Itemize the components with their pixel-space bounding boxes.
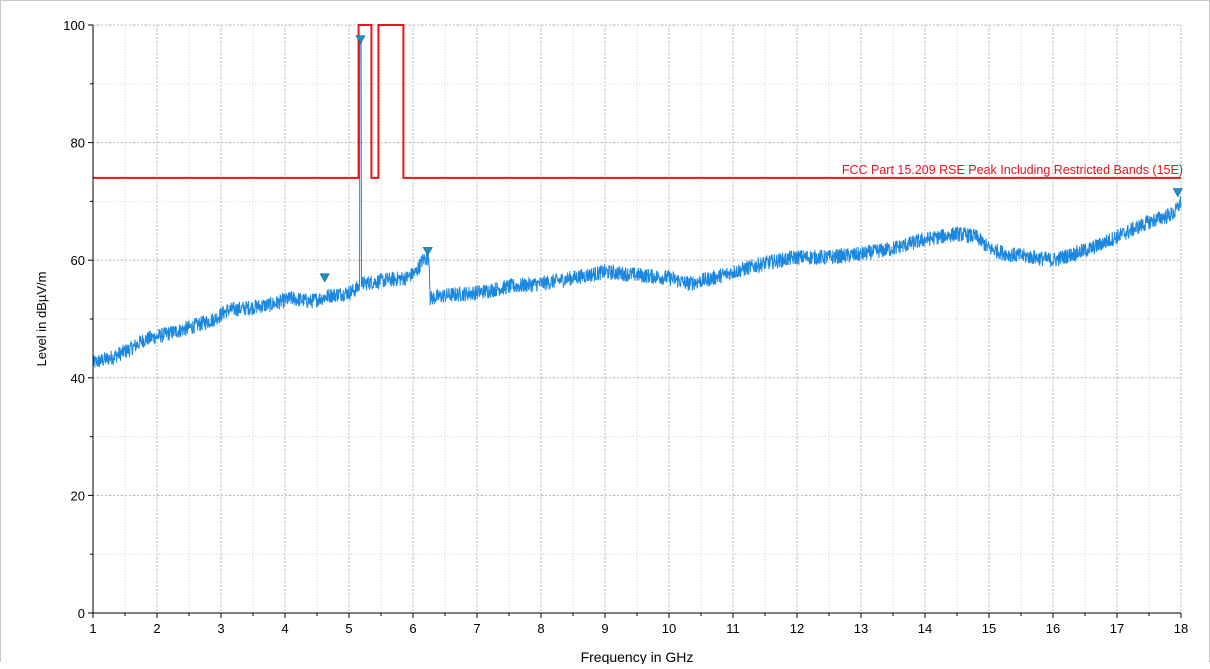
y-axis-label: Level in dBµV/m xyxy=(34,272,49,367)
y-tick-label: 20 xyxy=(71,488,85,503)
x-tick-label: 14 xyxy=(918,621,932,636)
limit-line-path xyxy=(93,24,1181,179)
x-tick-label: 16 xyxy=(1046,621,1060,636)
peak-markers xyxy=(319,35,1183,283)
x-tick-label: 13 xyxy=(854,621,868,636)
y-tick-label: 80 xyxy=(71,136,85,151)
x-tick-label: 2 xyxy=(153,621,160,636)
y-tick-label: 60 xyxy=(71,253,85,268)
x-tick-label: 10 xyxy=(662,621,676,636)
limit-line-label: FCC Part 15.209 RSE Peak Including Restr… xyxy=(842,163,1183,177)
major-grid xyxy=(92,24,1182,614)
x-tick-label: 1 xyxy=(89,621,96,636)
peak-marker xyxy=(319,273,330,283)
y-tick-label: 0 xyxy=(78,606,85,621)
limit-line xyxy=(93,24,1181,179)
x-tick-label: 4 xyxy=(281,621,288,636)
x-tick-label: 17 xyxy=(1110,621,1124,636)
peak-marker xyxy=(422,247,433,256)
peak-marker xyxy=(355,35,366,45)
minor-grid xyxy=(92,24,1182,614)
x-tick-label: 11 xyxy=(726,621,740,636)
y-tick-label: 100 xyxy=(63,18,85,33)
x-tick-label: 9 xyxy=(601,621,608,636)
x-tick-label: 7 xyxy=(473,621,480,636)
measurement-trace xyxy=(92,36,1182,368)
x-tick-label: 8 xyxy=(537,621,544,636)
x-tick-label: 12 xyxy=(790,621,804,636)
trace-path xyxy=(92,36,1182,368)
x-tick-label: 5 xyxy=(345,621,352,636)
x-axis-label: Frequency in GHz xyxy=(581,649,694,664)
x-tick-label: 18 xyxy=(1174,621,1188,636)
x-tick-label: 15 xyxy=(982,621,996,636)
y-tick-label: 40 xyxy=(71,371,85,386)
x-tick-label: 6 xyxy=(409,621,416,636)
x-tick-label: 3 xyxy=(217,621,224,636)
peak-marker xyxy=(1172,188,1183,198)
